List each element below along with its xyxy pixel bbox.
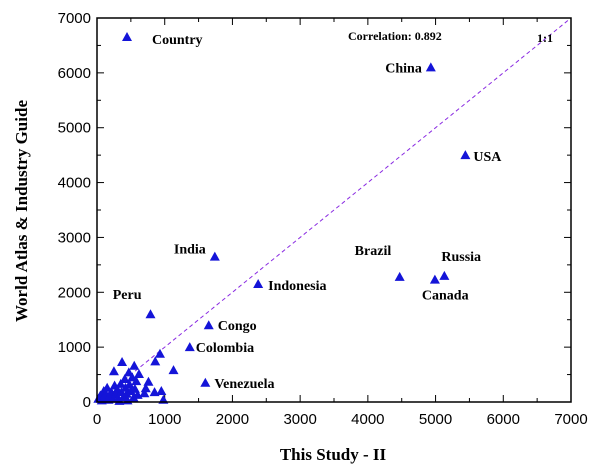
data-point-usa	[460, 150, 471, 160]
data-point	[156, 386, 167, 396]
y-axis-title: World Atlas & Industry Guide	[12, 100, 31, 322]
y-tick-labels: 0 1000 2000 3000 4000 5000 6000 7000	[58, 10, 91, 411]
data-point	[140, 383, 151, 393]
x-tick-label: 2000	[216, 411, 249, 428]
y-tick-label: 7000	[58, 10, 91, 27]
x-tick-label: 1000	[148, 411, 181, 428]
data-point	[117, 356, 128, 366]
x-tick-label: 7000	[554, 411, 587, 428]
data-point-colombia	[184, 342, 195, 352]
data-point	[119, 373, 130, 383]
x-axis-title: This Study - II	[280, 445, 387, 464]
data-point-peru	[145, 309, 156, 319]
label-colombia: Colombia	[196, 341, 254, 356]
label-peru: Peru	[113, 288, 142, 303]
legend-marker	[122, 32, 132, 41]
data-point	[150, 356, 161, 366]
data-point	[139, 388, 150, 398]
data-point	[124, 379, 135, 389]
x-tick-labels: 0 1000 2000 3000 4000 5000 6000 7000	[93, 411, 588, 428]
data-point-india	[209, 251, 220, 261]
label-usa: USA	[473, 150, 502, 165]
data-point-china	[425, 62, 436, 72]
legend-label: Country	[152, 33, 203, 48]
data-point-indonesia	[253, 279, 264, 289]
data-point	[131, 376, 142, 386]
label-brazil: Brazil	[355, 244, 392, 259]
label-india: India	[174, 243, 206, 258]
data-point	[168, 365, 179, 375]
label-indonesia: Indonesia	[268, 279, 326, 294]
label-russia: Russia	[441, 250, 481, 265]
data-point	[143, 376, 154, 386]
x-tick-label: 3000	[283, 411, 316, 428]
x-tick-label: 5000	[419, 411, 452, 428]
data-point-brazil	[394, 271, 405, 281]
data-point	[115, 378, 126, 388]
data-point-venezuela	[200, 377, 211, 387]
data-point-congo	[203, 320, 214, 330]
data-point	[133, 369, 144, 379]
data-point	[129, 360, 140, 370]
data-point	[154, 348, 165, 358]
data-point	[128, 392, 139, 402]
plot-frame	[96, 17, 572, 403]
label-congo: Congo	[218, 319, 257, 334]
x-tick-label: 6000	[487, 411, 520, 428]
data-point	[108, 366, 119, 376]
label-canada: Canada	[422, 289, 469, 304]
y-tick-label: 3000	[58, 229, 91, 246]
reference-line-label: 1:1	[537, 31, 553, 45]
point-labels: China USA Russia Canada Brazil India Indonesia…	[113, 61, 503, 391]
y-tick-label: 4000	[58, 175, 91, 192]
label-china: China	[385, 61, 422, 76]
y-tick-label: 6000	[58, 65, 91, 82]
data-point	[121, 388, 132, 398]
y-tick-label: 2000	[58, 284, 91, 301]
y-tick-label: 0	[83, 394, 91, 411]
y-tick-label: 5000	[58, 120, 91, 137]
data-points	[93, 62, 471, 405]
data-point-canada	[429, 274, 440, 284]
one-to-one-line	[96, 17, 572, 403]
correlation-label: Correlation: 0.892	[348, 29, 442, 43]
label-venezuela: Venezuela	[214, 377, 274, 392]
x-tick-label: 4000	[351, 411, 384, 428]
data-point-russia	[439, 270, 450, 280]
x-tick-label: 0	[93, 411, 101, 428]
y-tick-label: 1000	[58, 339, 91, 356]
